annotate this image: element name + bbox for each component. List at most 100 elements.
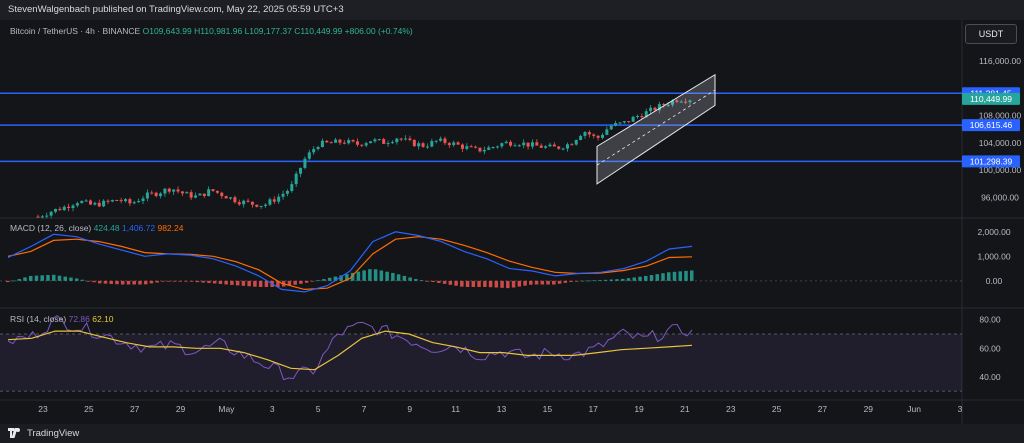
channel-midline <box>596 89 716 166</box>
macd-histogram-bar <box>483 280 487 287</box>
macd-histogram-bar <box>563 280 568 283</box>
candle-body <box>583 132 587 136</box>
candle-body <box>587 132 591 135</box>
time-tick-label: 27 <box>818 404 828 414</box>
macd-histogram-bar <box>57 275 62 281</box>
candle-body <box>688 100 692 103</box>
candle-body <box>644 111 648 118</box>
level-badge <box>962 119 1020 132</box>
candle-body <box>627 121 631 123</box>
candle-body <box>220 192 224 197</box>
candle-body <box>342 142 346 144</box>
macd-histogram-bar <box>11 280 16 282</box>
candle-body <box>176 189 180 192</box>
candle-body <box>167 188 171 192</box>
candle-body <box>417 143 421 147</box>
rsi-line <box>7 314 693 381</box>
candle-body <box>180 191 184 194</box>
candle-body <box>189 192 193 198</box>
candle-body <box>600 134 604 138</box>
macd-histogram-bar <box>247 280 251 287</box>
time-tick-label: 21 <box>680 404 690 414</box>
macd-histogram-bar <box>402 275 407 281</box>
macd-histogram-bar <box>552 280 556 285</box>
candle-body <box>570 144 574 146</box>
change-value: +806.00 (+0.74%) <box>344 26 413 36</box>
currency-button[interactable]: USDT <box>965 24 1017 44</box>
candle-body <box>351 140 355 142</box>
time-tick-label: 19 <box>634 404 644 414</box>
macd-tick-label: 2,000.00 <box>977 227 1010 237</box>
rsi-ma-line <box>7 330 693 371</box>
macd-histogram-bar <box>385 271 389 281</box>
macd-histogram-bar <box>557 280 562 284</box>
macd-hist-value: 424.48 <box>93 223 120 233</box>
candle-body <box>535 142 539 146</box>
macd-histogram-bar <box>115 280 119 285</box>
candle-body <box>150 192 154 194</box>
macd-histogram-bar <box>224 280 228 285</box>
candle-body <box>264 204 268 206</box>
candle-body <box>640 116 644 118</box>
macd-legend: MACD (12, 26, close) 424.48 1,406.72 982… <box>10 223 183 233</box>
candle-body <box>84 200 88 202</box>
macd-histogram-bar <box>132 280 136 285</box>
candle-body <box>622 121 626 123</box>
macd-histogram-bar <box>529 280 533 285</box>
candle-body <box>460 144 464 149</box>
candle-body <box>224 196 228 199</box>
macd-histogram-bar <box>586 280 591 282</box>
rsi-tick-label: 80.00 <box>979 315 1001 325</box>
price-tick-label: 96,000.00 <box>981 193 1019 203</box>
candle-body <box>106 200 110 202</box>
tradingview-logo-icon <box>8 428 20 438</box>
macd-histogram-bar <box>649 275 654 281</box>
level-label: 101,298.39 <box>970 156 1013 166</box>
candle-body <box>412 139 416 147</box>
rsi-value: 72.86 <box>68 314 90 324</box>
macd-histogram-bar <box>172 280 177 282</box>
macd-histogram-bar <box>477 280 481 287</box>
candle-body <box>443 138 447 144</box>
macd-histogram-bar <box>207 280 211 283</box>
candle-body <box>215 190 219 193</box>
candle-body <box>666 104 670 106</box>
macd-histogram-bar <box>603 279 608 281</box>
macd-histogram-bar <box>293 280 297 285</box>
macd-histogram-bar <box>69 277 73 281</box>
footer-bar: TradingView <box>0 424 1024 443</box>
macd-histogram-bar <box>621 278 625 281</box>
candle-body <box>386 143 390 145</box>
candle-body <box>395 138 399 143</box>
macd-line-value: 1,406.72 <box>122 223 156 233</box>
macd-histogram-bar <box>598 280 602 281</box>
candle-body <box>172 189 176 192</box>
macd-histogram-bar <box>465 280 470 287</box>
publisher-text: StevenWalgenbach published on TradingVie… <box>8 4 344 15</box>
macd-line <box>7 231 693 293</box>
macd-label: MACD (12, 26, close) <box>10 223 92 233</box>
candle-body <box>369 141 373 144</box>
price-tick-label: 116,000.00 <box>979 56 1021 66</box>
candle-body <box>237 202 241 205</box>
candle-body <box>513 145 517 147</box>
macd-histogram-bar <box>230 280 234 285</box>
time-tick-label: 23 <box>38 404 48 414</box>
macd-histogram-bar <box>276 280 280 287</box>
macd-histogram-bar <box>580 280 585 282</box>
candle-body <box>430 141 434 147</box>
candle-body <box>207 189 211 197</box>
candle-body <box>609 125 613 130</box>
last-price-badge <box>962 92 1020 105</box>
candle-body <box>596 135 600 138</box>
candle-body <box>347 140 351 144</box>
candle-body <box>408 138 412 140</box>
candle-body <box>325 140 329 143</box>
price-tick-label: 104,000.00 <box>979 138 1022 148</box>
macd-histogram-bar <box>316 280 320 282</box>
candle-body <box>557 146 561 149</box>
price-pane-bg <box>0 44 962 218</box>
candle-body <box>447 143 451 146</box>
candle-body <box>294 173 298 185</box>
